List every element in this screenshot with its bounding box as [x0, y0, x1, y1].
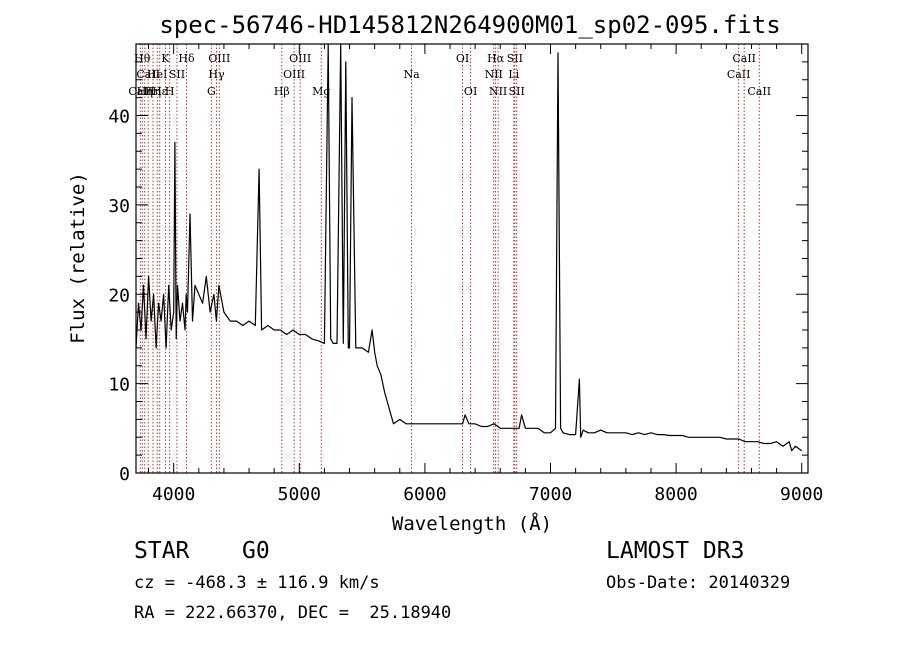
axis-layer: 4000 5000 6000 7000 8000 9000 0 10 20 30 40	[108, 44, 823, 505]
coordinates: RA = 222.66370, DEC = 25.18940	[134, 603, 452, 623]
spectral-line-label-13: OIII	[208, 52, 230, 65]
x-tick-label-1: 5000	[278, 484, 321, 505]
spectral-line-label-17: Mg	[312, 85, 330, 98]
spectral-line-label-3: CaII	[136, 68, 160, 81]
spectral-line-label-8: H	[165, 85, 175, 98]
spectral-line-label-5: HeI	[147, 68, 167, 81]
spectral-line-label-27: CaII	[727, 68, 751, 81]
spectral-line-label-22: Hα	[487, 52, 505, 65]
spectral-line-label-6: Hε	[152, 85, 168, 98]
spectral-line-label-29: CaII	[747, 85, 771, 98]
plot-frame	[135, 43, 809, 474]
x-axis-label: Wavelength (Å)	[392, 512, 552, 535]
y-tick-label-2: 20	[108, 285, 130, 306]
y-tick-label-1: 10	[108, 375, 130, 396]
y-tick-label-0: 0	[119, 464, 130, 485]
spectral-line-label-20: OI	[464, 85, 477, 98]
spectral-line-label-23: NII	[489, 85, 507, 98]
spectral-line-label-14: Hβ	[274, 85, 290, 98]
spectral-line-label-25: SII	[507, 52, 523, 65]
x-tick-label-4: 8000	[654, 484, 697, 505]
y-tick-label-3: 30	[108, 196, 130, 217]
spectral-line-label-28: CaII	[732, 52, 756, 65]
spectral-line-label-24: Li	[508, 68, 519, 81]
spectral-line-label-15: OIII	[283, 68, 305, 81]
spectral-line-label-11: G	[207, 85, 216, 98]
spectral-line-label-12: Hγ	[208, 68, 225, 81]
x-tick-label-3: 7000	[529, 484, 572, 505]
spectrum-series-0	[135, 43, 803, 452]
y-tick-label-4: 40	[108, 107, 130, 128]
x-tick-label-5: 9000	[780, 484, 823, 505]
spectral-line-label-18: Na	[403, 68, 420, 81]
chart-title: spec-56746-HD145812N264900M01_sp02-095.f…	[159, 11, 780, 39]
y-axis-label: Flux (relative)	[67, 172, 89, 344]
survey-name: LAMOST DR3	[606, 538, 745, 564]
velocity-readout: cz = -468.3 ± 116.9 km/s	[134, 573, 380, 593]
series-layer	[135, 43, 803, 452]
spectral-line-label-7: K	[161, 52, 170, 65]
x-tick-label-2: 6000	[403, 484, 446, 505]
spectral-line-label-9: SII	[169, 68, 185, 81]
spectral-line-label-26: SII	[509, 85, 525, 98]
spectral-line-label-10: Hδ	[178, 52, 195, 65]
spectral-line-label-16: OIII	[289, 52, 311, 65]
star-class: STAR	[134, 538, 190, 564]
spectral-line-label-2: Hη	[137, 85, 153, 98]
spectral-lines-layer: CaIIHθHηCaIIHηHeIHεKHSIIHδGHγOIIIHβOIIIO…	[128, 44, 771, 473]
spectral-line-label-0: CaII	[128, 85, 152, 98]
spectral-line-label-4: Hη	[145, 85, 161, 98]
obs-date: Obs-Date: 20140329	[606, 573, 791, 593]
spectral-line-label-19: OI	[456, 52, 469, 65]
star-subclass: G0	[242, 538, 270, 564]
x-tick-label-0: 4000	[152, 484, 195, 505]
spectral-line-label-21: NII	[485, 68, 503, 81]
